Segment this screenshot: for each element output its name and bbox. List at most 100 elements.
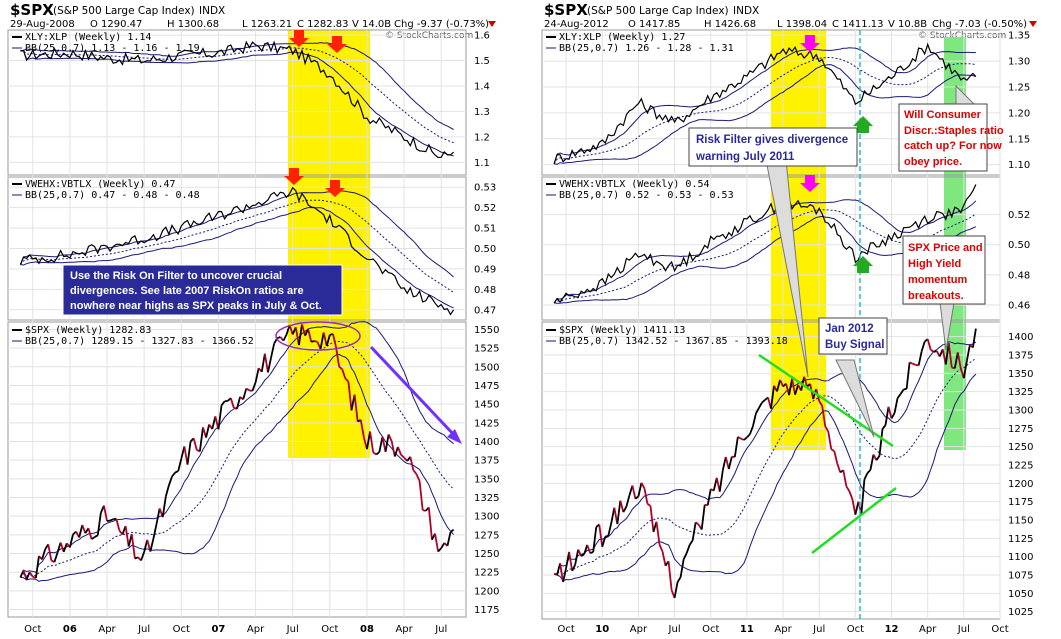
x-tick-label: Oct xyxy=(173,624,190,635)
x-tick-label: 08 xyxy=(360,624,374,635)
bb-middle-band xyxy=(20,48,453,143)
price-segment xyxy=(222,401,225,405)
y-tick-label: 1075 xyxy=(1008,571,1033,582)
bb-middle-band xyxy=(554,358,976,574)
left-y-ticks: 1.61.51.41.31.21.10.530.520.510.500.490.… xyxy=(474,31,499,616)
right-date: 24-Aug-2012 xyxy=(544,19,609,30)
price-segment xyxy=(314,341,317,342)
y-tick-label: 1.4 xyxy=(474,81,490,92)
y-tick-label: 0.50 xyxy=(474,244,496,255)
left-volume: V 14.0B xyxy=(352,19,391,30)
price-segment xyxy=(54,553,57,562)
right-change: Chg -7.03 (-0.50%) xyxy=(932,19,1027,30)
y-tick-label: 1.2 xyxy=(474,132,490,143)
right-panel3-title: $SPX (Weekly) 1411.13 xyxy=(559,325,685,336)
price-segment xyxy=(569,552,572,571)
left-purple-trend-arrow xyxy=(371,347,462,444)
y-tick-label: 0.53 xyxy=(474,183,496,194)
left-panel1-bb: BB(25,0.7) 1.13 - 1.16 - 1.19 xyxy=(25,43,200,54)
x-tick-label: Jul xyxy=(434,624,447,635)
right-index-name: (S&P 500 Large Cap Index) xyxy=(587,5,729,17)
left-down-triangle-icon xyxy=(488,21,496,27)
price-segment xyxy=(967,345,970,361)
right-chart: $SPX (S&P 500 Large Cap Index) INDX 24-A… xyxy=(536,0,1061,635)
bb-upper-band xyxy=(20,191,453,277)
x-tick-label: Apr xyxy=(247,624,265,635)
y-tick-label: 1.6 xyxy=(474,31,490,42)
y-tick-label: 1275 xyxy=(1008,424,1033,435)
left-panel2-bb: BB(25,0.7) 0.47 - 0.48 - 0.48 xyxy=(25,190,200,201)
x-tick-label: 12 xyxy=(885,624,899,635)
y-tick-label: 1275 xyxy=(474,530,499,541)
y-tick-label: 1550 xyxy=(474,325,499,336)
price-segment xyxy=(413,470,416,474)
y-tick-label: 1.15 xyxy=(1008,134,1030,145)
price-segment xyxy=(849,491,852,499)
price-segment xyxy=(647,504,650,506)
y-tick-label: 1.20 xyxy=(1008,108,1030,119)
price-segment xyxy=(398,447,401,455)
price-segment xyxy=(416,474,419,481)
price-segment xyxy=(753,413,756,426)
price-segment xyxy=(447,532,450,546)
x-tick-label: Oct xyxy=(557,624,574,635)
ratio-line xyxy=(20,42,453,157)
x-tick-label: 10 xyxy=(595,624,609,635)
price-segment xyxy=(61,542,64,551)
price-segment xyxy=(660,545,663,552)
y-tick-label: 0.52 xyxy=(474,203,496,214)
right-panel3-bb: BB(25,0.7) 1342.52 - 1367.85 - 1393.18 xyxy=(559,336,788,347)
price-segment xyxy=(283,335,286,341)
price-segment xyxy=(723,457,726,470)
x-tick-label: Jul xyxy=(286,624,299,635)
price-segment xyxy=(864,473,867,479)
y-tick-label: 1025 xyxy=(1008,607,1033,618)
price-segment xyxy=(861,479,864,513)
price-segment xyxy=(879,429,882,456)
right-close: C 1411.13 xyxy=(832,19,884,30)
y-tick-label: 1350 xyxy=(1008,369,1033,380)
price-segment xyxy=(750,426,753,434)
price-segment xyxy=(572,565,575,571)
price-segment xyxy=(901,389,904,394)
price-segment xyxy=(605,536,608,537)
x-tick-label: Jul xyxy=(812,624,825,635)
x-tick-label: Apr xyxy=(395,624,413,635)
price-segment xyxy=(729,457,732,469)
price-segment xyxy=(623,507,626,513)
price-segment xyxy=(907,362,910,389)
price-segment xyxy=(373,452,376,454)
price-segment xyxy=(931,350,934,352)
right-y-ticks: 1.351.301.251.201.151.100.520.500.480.46… xyxy=(1008,31,1033,618)
price-segment xyxy=(82,525,85,533)
bb-lower-band xyxy=(554,374,976,581)
svg-text:nowhere near highs as SPX peak: nowhere near highs as SPX peaks in July … xyxy=(70,300,322,312)
bb-middle-band xyxy=(20,341,453,577)
price-segment xyxy=(973,329,976,348)
price-segment xyxy=(126,526,129,546)
left-panel2-title: VWEHX:VBTLX (Weekly) 0.47 xyxy=(25,179,176,190)
svg-text:divergences. See late 2007 Ri: divergences. See late 2007 RiskOn ratios… xyxy=(70,285,304,297)
price-segment xyxy=(36,556,39,578)
y-tick-label: 1100 xyxy=(1008,552,1033,563)
price-segment xyxy=(846,486,849,491)
price-segment xyxy=(237,397,240,409)
y-tick-label: 1300 xyxy=(474,512,499,523)
price-segment xyxy=(410,457,413,470)
left-grid xyxy=(8,30,466,617)
y-tick-label: 1475 xyxy=(474,381,499,392)
price-segment xyxy=(79,525,82,537)
y-tick-label: 1150 xyxy=(1008,516,1033,527)
right-low: L 1398.04 xyxy=(777,19,827,30)
svg-text:SPX Price and: SPX Price and xyxy=(908,242,983,254)
price-segment xyxy=(678,577,681,582)
price-segment xyxy=(693,522,696,540)
y-tick-label: 1.5 xyxy=(474,56,490,67)
y-tick-label: 1200 xyxy=(474,586,499,597)
x-tick-label: Jul xyxy=(957,624,970,635)
y-tick-label: 1250 xyxy=(474,549,499,560)
price-segment xyxy=(895,398,898,413)
price-segment xyxy=(593,527,596,552)
y-tick-label: 1175 xyxy=(474,605,499,616)
